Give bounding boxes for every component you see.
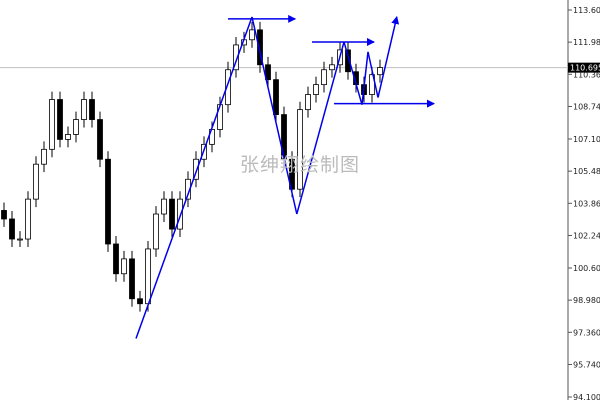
trend-line — [296, 41, 345, 215]
bull-candle — [33, 163, 39, 200]
y-tick-label: 108.740 — [573, 102, 600, 111]
trend-line — [367, 51, 379, 98]
y-tick-label: 98.980 — [573, 296, 600, 305]
bear-candle — [345, 49, 351, 73]
bear-candle — [57, 99, 63, 140]
bull-candle — [41, 148, 47, 165]
y-tick-label: 110.360 — [573, 70, 600, 79]
trend-line — [251, 16, 298, 215]
y-tick-label: 102.240 — [573, 231, 600, 240]
watermark: 张绅翔绘制图 — [240, 154, 361, 176]
y-tick-label: 94.100 — [573, 393, 600, 400]
bull-candle — [305, 94, 311, 111]
bear-candle — [137, 298, 143, 305]
bull-candle — [329, 64, 335, 71]
bull-candle — [17, 238, 23, 241]
bull-candle — [377, 67, 383, 76]
trend-line — [135, 16, 253, 339]
bear-candle — [105, 158, 111, 245]
bull-candle — [297, 109, 303, 190]
bear-candle — [9, 218, 15, 240]
trend-line — [343, 41, 363, 105]
y-tick-label: 107.100 — [573, 135, 600, 144]
bull-candle — [65, 134, 71, 140]
bull-candle — [249, 29, 255, 41]
bull-candle — [313, 84, 319, 95]
current-price-text: 110.695 — [570, 64, 600, 73]
bear-candle — [289, 158, 295, 190]
bull-candle — [233, 44, 239, 71]
bear-candle — [1, 210, 7, 220]
bull-candle — [161, 198, 167, 215]
bear-candle — [129, 258, 135, 300]
bear-candle — [257, 29, 263, 66]
bear-candle — [89, 99, 95, 120]
y-tick-label: 103.860 — [573, 199, 600, 208]
bull-candle — [121, 258, 127, 275]
bear-candle — [169, 198, 175, 230]
annotations — [135, 14, 435, 339]
bull-candle — [225, 69, 231, 106]
y-tick-label: 111.980 — [573, 38, 600, 47]
trend-line — [361, 51, 369, 105]
bull-candle — [25, 198, 31, 240]
y-tick-label: 100.600 — [573, 264, 600, 273]
bull-candle — [177, 198, 183, 230]
bear-candle — [273, 79, 279, 115]
y-tick-label: 113.600 — [573, 6, 600, 15]
y-tick-label: 95.740 — [573, 360, 600, 369]
bear-candle — [265, 64, 271, 81]
arrow-line — [377, 15, 400, 98]
price-axis: 113.600 111.980 110.360 108.740 107.100 105.4… — [568, 6, 600, 400]
bull-candle — [73, 119, 79, 135]
bear-candle — [113, 243, 119, 275]
bull-candle — [81, 99, 87, 120]
bull-candle — [153, 213, 159, 250]
bull-candle — [321, 69, 327, 86]
y-tick-label: 105.480 — [573, 167, 600, 176]
current-price-label: 110.695 — [568, 62, 600, 73]
bull-candle — [193, 158, 199, 180]
y-tick-label: 97.360 — [573, 328, 600, 337]
bull-candle — [145, 248, 151, 305]
bear-candle — [97, 119, 103, 160]
bull-candle — [49, 99, 55, 150]
